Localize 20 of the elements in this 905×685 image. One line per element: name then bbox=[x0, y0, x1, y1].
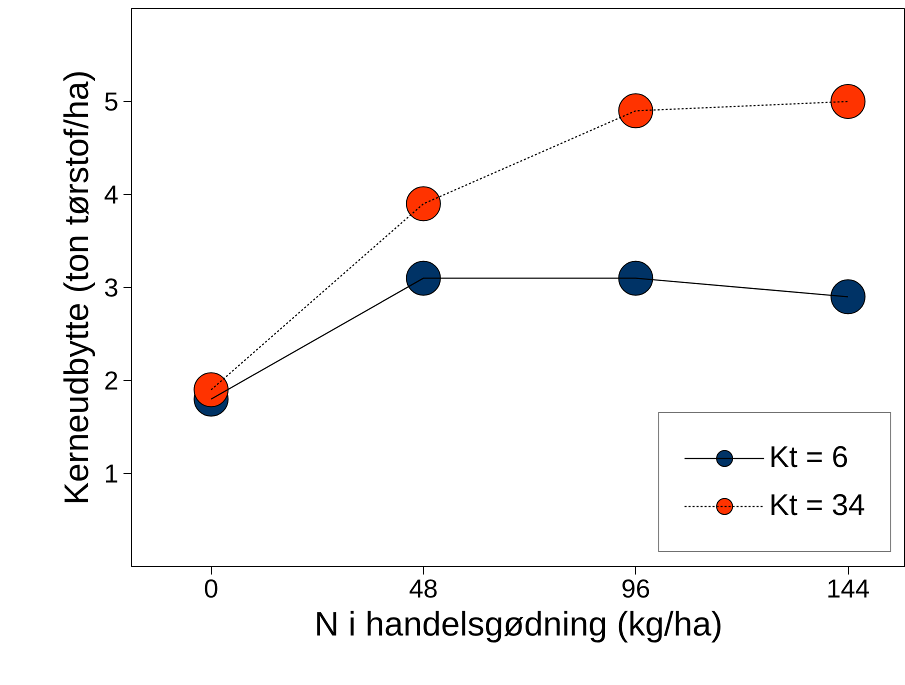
y-tick-label: 1 bbox=[104, 458, 119, 488]
point bbox=[406, 260, 441, 296]
x-tick-label: 0 bbox=[204, 574, 218, 604]
point bbox=[406, 186, 441, 222]
point bbox=[618, 93, 654, 128]
y-tick-label: 2 bbox=[104, 366, 119, 396]
point bbox=[830, 84, 866, 119]
point bbox=[194, 372, 229, 408]
x-axis-title: N i handelsgødning (kg/ha) bbox=[314, 606, 723, 644]
x-tick-label: 96 bbox=[621, 574, 650, 604]
x-tick-label: 48 bbox=[408, 574, 438, 604]
x-tick-label: 144 bbox=[826, 574, 870, 604]
y-tick-label: 4 bbox=[104, 180, 119, 210]
y-tick-label: 3 bbox=[104, 272, 119, 302]
y-axis-title: Kerneudbytte (ton tørstof/ha) bbox=[58, 70, 96, 505]
point bbox=[830, 279, 866, 314]
legend-label: Kt = 34 bbox=[769, 489, 865, 523]
legend-label: Kt = 6 bbox=[769, 441, 848, 475]
y-tick-label: 5 bbox=[104, 86, 119, 116]
point bbox=[618, 260, 654, 296]
